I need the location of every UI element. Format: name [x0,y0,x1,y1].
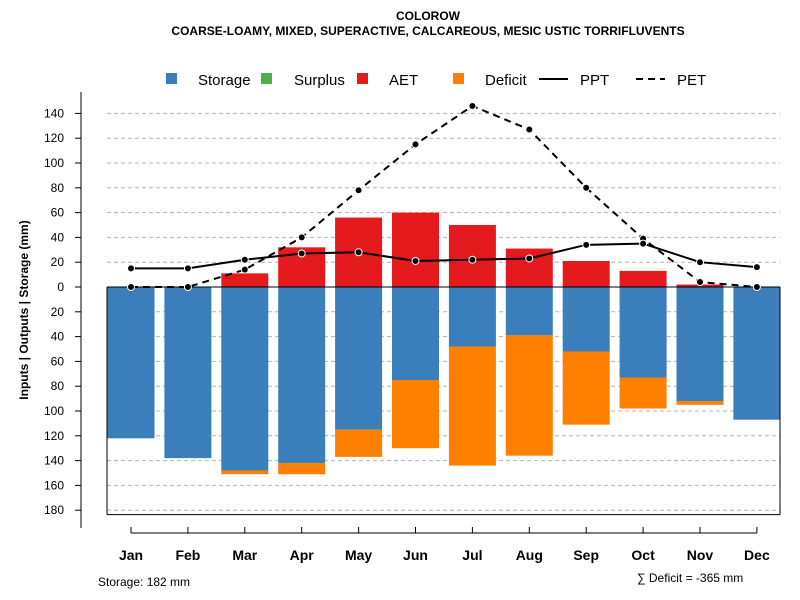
storage-bar [676,287,724,402]
storage-bar [619,287,667,378]
pet-point [127,283,135,291]
storage-bar [278,287,326,464]
aet-bar [221,273,269,287]
ppt-point [468,255,477,264]
deficit-bar [335,429,383,457]
deficit-bar [448,346,496,466]
storage-bar [221,287,269,471]
ppt-point [525,254,534,263]
x-tick-label-oct: Oct [631,547,655,563]
deficit-bar [562,351,610,425]
ppt-point [582,240,591,249]
pet-point [752,283,761,291]
x-tick-label-dec: Dec [744,547,770,563]
storage-bar [733,287,781,420]
y-axis-label: Inputs | Outputs | Storage (mm) [17,220,31,399]
gridlines [107,112,780,511]
pet-point [468,101,477,110]
storage-bar [107,287,155,439]
legend-label-deficit: Deficit [485,72,528,89]
storage-bar [335,287,383,430]
x-tick-label-mar: Mar [232,547,257,563]
deficit-bar [221,470,269,475]
ppt-point [127,264,135,273]
legend-label-storage: Storage [198,72,251,89]
ppt-point [240,255,249,264]
legend-label-pet: PET [677,72,706,89]
x-tick-label-jul: Jul [462,547,482,563]
pet-point [696,278,704,287]
legend-swatch-deficit [453,73,464,84]
pet-point [411,140,420,149]
x-tick-label-sep: Sep [573,547,599,563]
ppt-point [354,248,363,257]
axes: 0 20 40 60 80 100 120 140 20 40 60 80 100 120 140 160 18… [44,92,781,563]
y-tick-label: 0 [57,280,64,294]
x-tick-label-apr: Apr [290,547,315,563]
ppt-point [183,264,192,273]
x-tick-label-may: May [345,547,372,563]
storage-note: Storage: 182 mm [98,575,190,589]
legend-swatch-surplus [261,73,272,84]
y-tick-label: 140 [44,454,64,468]
x-tick-label-jan: Jan [119,547,143,563]
aet-bar [562,260,610,287]
pet-point [297,233,306,242]
ppt-point [639,239,648,248]
x-tick-label-feb: Feb [175,547,200,563]
y-tick-label: 80 [51,379,65,393]
legend-label-aet: AET [389,72,418,89]
series-lines [127,101,761,291]
y-tick-label: 100 [44,156,64,170]
y-tick-label: 60 [51,206,65,220]
ppt-point [411,256,420,265]
aet-bar [619,270,667,287]
chart-title: COLOROW [396,9,461,23]
y-tick-label: 160 [44,478,64,492]
pet-point [354,186,363,195]
x-tick-label-nov: Nov [687,547,714,563]
pet-point [525,125,534,134]
ppt-point [696,258,704,267]
deficit-bar [505,335,553,456]
y-tick-label: 100 [44,404,64,418]
storage-bar [392,287,439,380]
deficit-bar [619,377,667,409]
pet-point [240,265,249,274]
storage-bar [562,287,610,352]
deficit-bar [676,401,724,405]
legend-swatch-aet [357,73,368,84]
legend-label-ppt: PPT [580,72,609,89]
pet-point [582,183,591,192]
storage-bar [164,287,212,459]
deficit-bar [278,463,326,475]
x-tick-label-jun: Jun [403,547,428,563]
y-tick-label: 180 [44,503,64,517]
legend-label-surplus: Surplus [294,72,345,89]
deficit-bar [392,380,439,449]
y-tick-label: 80 [51,181,65,195]
ppt-line [131,242,757,270]
storage-bar [505,287,553,336]
y-tick-label: 40 [51,230,65,244]
y-tick-label: 60 [51,354,65,368]
y-tick-label: 20 [51,255,65,269]
y-tick-label: 40 [51,330,65,344]
legend: Storage Surplus AET Deficit PPT PET [166,72,706,89]
y-tick-label: 120 [44,429,64,443]
aet-bar [392,212,439,287]
ppt-point [297,249,306,258]
chart-subtitle: COARSE-LOAMY, MIXED, SUPERACTIVE, CALCAR… [171,24,684,38]
bars [107,212,781,475]
y-tick-label: 140 [44,106,64,120]
storage-bar [448,287,496,347]
x-tick-label-aug: Aug [516,547,543,563]
ppt-point [752,263,761,272]
pet-point [183,283,192,291]
deficit-sum-note: ∑ Deficit = -365 mm [637,571,743,585]
y-tick-label: 20 [51,305,65,319]
legend-swatch-storage [166,73,177,84]
y-tick-label: 120 [44,131,64,145]
